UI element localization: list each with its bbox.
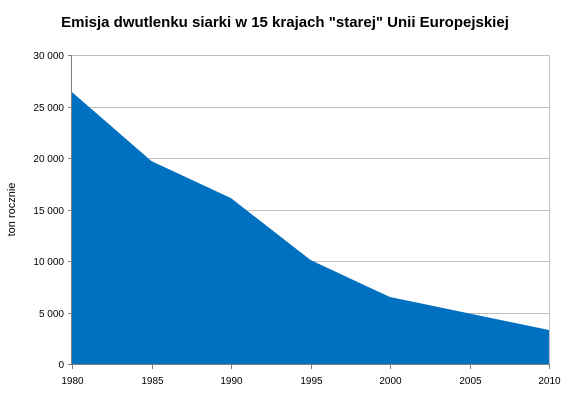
y-tick-label-3: 15 000 [33,206,64,217]
y-tick-label-0: 0 [58,360,64,371]
y-tick-label-5: 25 000 [33,103,64,114]
plot-border [68,55,550,365]
y-tick-label-4: 20 000 [33,154,64,165]
x-tick-label-3: 1995 [300,376,323,387]
x-tick-label-2: 1990 [220,376,243,387]
x-tick-label-4: 2000 [379,376,402,387]
y-axis-title: ton rocznie [6,183,18,237]
area-fill [72,92,549,364]
y-tick-label-1: 5 000 [39,309,64,320]
x-axis: 1980 1985 1990 1995 2000 2005 2010 [61,364,561,387]
y-tick-label-6: 30 000 [33,51,64,62]
chart-title: Emisja dwutlenku siarki w 15 krajach "st… [61,14,509,31]
y-tick-label-2: 10 000 [33,257,64,268]
x-tick-label-0: 1980 [61,376,84,387]
x-tick-label-5: 2005 [459,376,482,387]
x-tick-label-1: 1985 [141,376,164,387]
area-series [72,92,549,364]
x-tick-label-6: 2010 [538,376,561,387]
y-axis: 0 5 000 10 000 15 000 20 000 25 000 30 000 [33,51,72,371]
